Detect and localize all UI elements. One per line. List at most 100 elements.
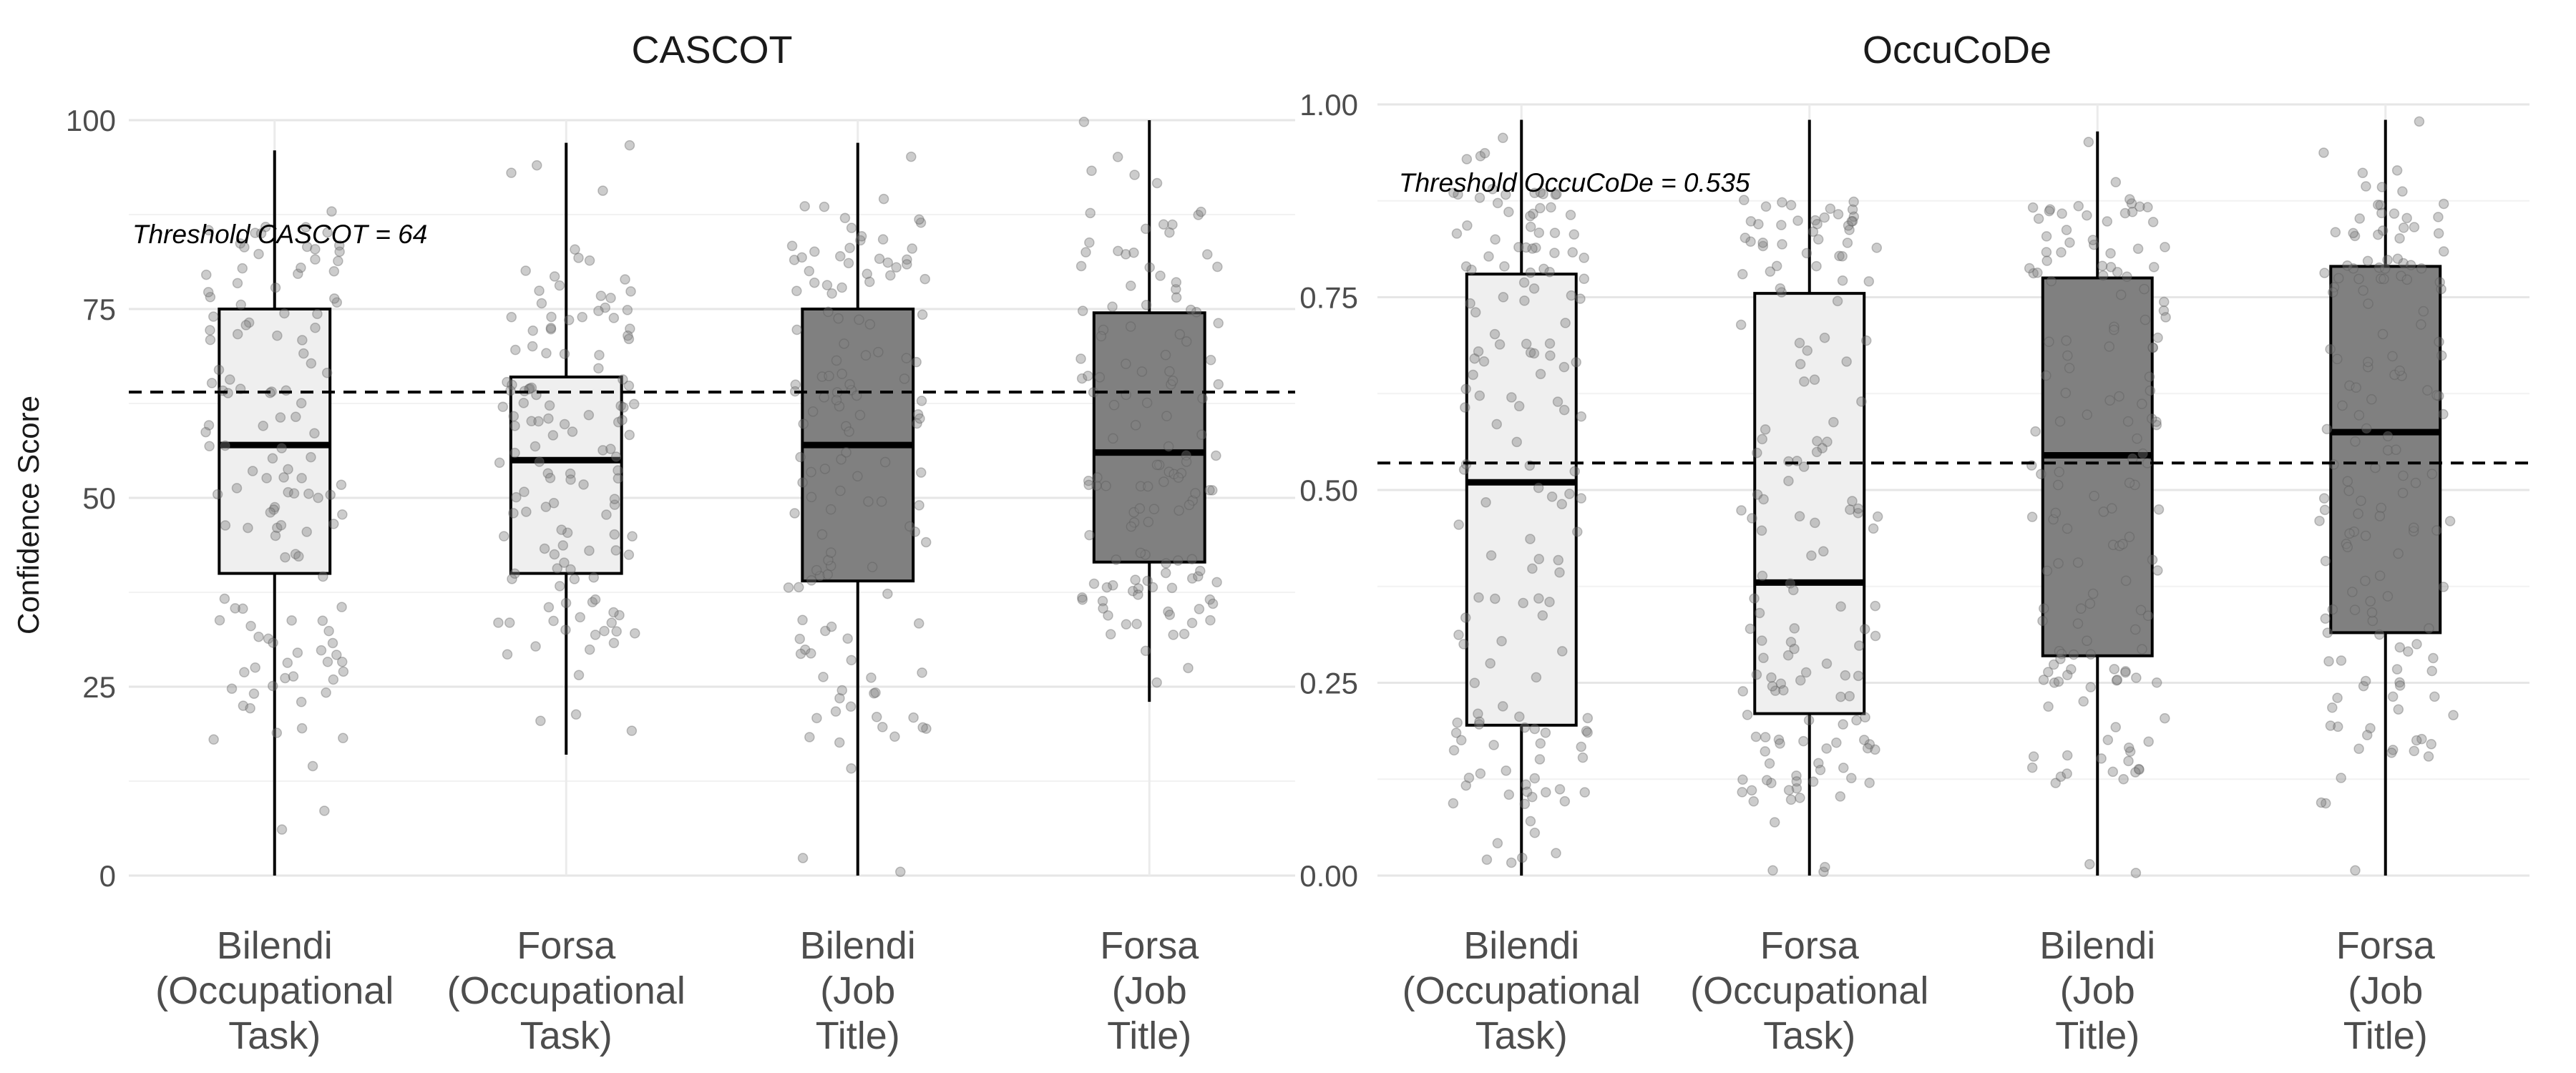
jitter-point: [2373, 200, 2384, 210]
jitter-point: [878, 193, 889, 205]
jitter-point: [333, 240, 345, 251]
jitter-point: [2349, 230, 2361, 242]
jitter-point: [1812, 218, 1823, 230]
jitter-point: [1766, 672, 1777, 683]
jitter-point: [2325, 720, 2336, 731]
jitter-point: [1113, 245, 1123, 257]
jitter-point: [1133, 583, 1144, 594]
jitter-point: [2438, 408, 2449, 420]
jitter-point: [2048, 514, 2059, 525]
jitter-point: [1753, 219, 1764, 230]
jitter-point: [2342, 476, 2353, 487]
jitter-point: [240, 320, 252, 330]
jitter-point: [1861, 335, 1872, 346]
jitter-point: [2414, 116, 2425, 127]
jitter-point: [614, 609, 625, 621]
jitter-point: [2360, 575, 2371, 587]
jitter-point: [1213, 378, 1224, 390]
jitter-point: [1111, 554, 1122, 565]
jitter-point: [2062, 523, 2073, 534]
jitter-point: [1483, 251, 1494, 262]
jitter-point: [2374, 570, 2386, 582]
jitter-point: [1191, 306, 1202, 318]
jitter-point: [1740, 232, 1751, 243]
jitter-point: [1092, 472, 1103, 483]
jitter-point: [1121, 619, 1132, 629]
jitter-point: [557, 540, 569, 551]
jitter-point: [796, 252, 807, 263]
jitter-point: [1181, 336, 1192, 347]
jitter-point: [1538, 263, 1549, 275]
jitter-point: [1498, 132, 1508, 144]
jitter-point: [2151, 419, 2162, 431]
jitter-point: [232, 328, 243, 340]
jitter-point: [1213, 318, 1224, 329]
x-tick-label: (Occupational: [155, 969, 394, 1012]
jitter-point: [547, 430, 559, 441]
jitter-point: [1503, 789, 1515, 800]
jitter-point: [1176, 468, 1187, 479]
jitter-point: [250, 662, 260, 673]
jitter-point: [1468, 369, 1478, 381]
jitter-point: [1148, 504, 1160, 514]
jitter-point: [2332, 721, 2343, 733]
jitter-point: [1819, 212, 1830, 223]
jitter-point: [1558, 361, 1570, 373]
jitter-point: [2129, 479, 2140, 491]
jitter-point: [1848, 211, 1860, 222]
jitter-point: [1186, 573, 1198, 584]
jitter-point: [873, 346, 884, 358]
jitter-point: [839, 212, 851, 224]
jitter-point: [2365, 596, 2376, 607]
jitter-point: [296, 398, 307, 408]
jitter-point: [1785, 200, 1797, 210]
jitter-point: [1481, 854, 1493, 866]
jitter-point: [816, 371, 828, 382]
jitter-point: [593, 305, 604, 316]
x-tick-label: (Job: [2348, 969, 2423, 1012]
jitter-point: [2119, 207, 2131, 219]
jitter-point: [1757, 570, 1768, 582]
jitter-point: [856, 231, 867, 242]
jitter-point: [1211, 450, 1221, 461]
jitter-point: [2373, 229, 2384, 240]
jitter-point: [2135, 201, 2145, 212]
y-axis-label: Confidence Score: [11, 396, 45, 635]
jitter-point: [1757, 635, 1767, 646]
jitter-point: [312, 308, 323, 320]
jitter-point: [530, 641, 541, 652]
jitter-point: [1844, 690, 1855, 702]
jitter-point: [864, 276, 875, 288]
jitter-point: [588, 572, 600, 583]
jitter-point: [2026, 762, 2038, 773]
y-tick-label: 0.50: [1299, 474, 1358, 507]
jitter-point: [1485, 550, 1497, 561]
jitter-point: [2053, 479, 2064, 491]
jitter-point: [543, 413, 554, 424]
jitter-point: [1207, 598, 1219, 609]
jitter-point: [1158, 219, 1169, 230]
jitter-point: [1748, 795, 1759, 807]
jitter-point: [1778, 685, 1789, 696]
x-tick-label: Bilendi: [800, 924, 916, 967]
jitter-point: [2131, 672, 2142, 683]
jitter-point: [2426, 738, 2436, 750]
jitter-point: [846, 222, 857, 233]
jitter-point: [1196, 206, 1206, 217]
jitter-point: [915, 217, 927, 228]
jitter-point: [1788, 584, 1799, 596]
jitter-point: [1141, 300, 1152, 310]
jitter-point: [2434, 277, 2445, 288]
jitter-point: [2082, 635, 2092, 646]
jitter-point: [2429, 691, 2440, 702]
jitter-point: [2374, 511, 2386, 521]
jitter-point: [877, 234, 889, 245]
jitter-point: [1835, 601, 1846, 612]
jitter-point: [1747, 513, 1757, 524]
jitter-point: [1171, 292, 1182, 303]
jitter-point: [2438, 198, 2449, 210]
jitter-point: [1075, 260, 1087, 272]
jitter-point: [1528, 348, 1540, 359]
jitter-point: [1569, 466, 1580, 477]
